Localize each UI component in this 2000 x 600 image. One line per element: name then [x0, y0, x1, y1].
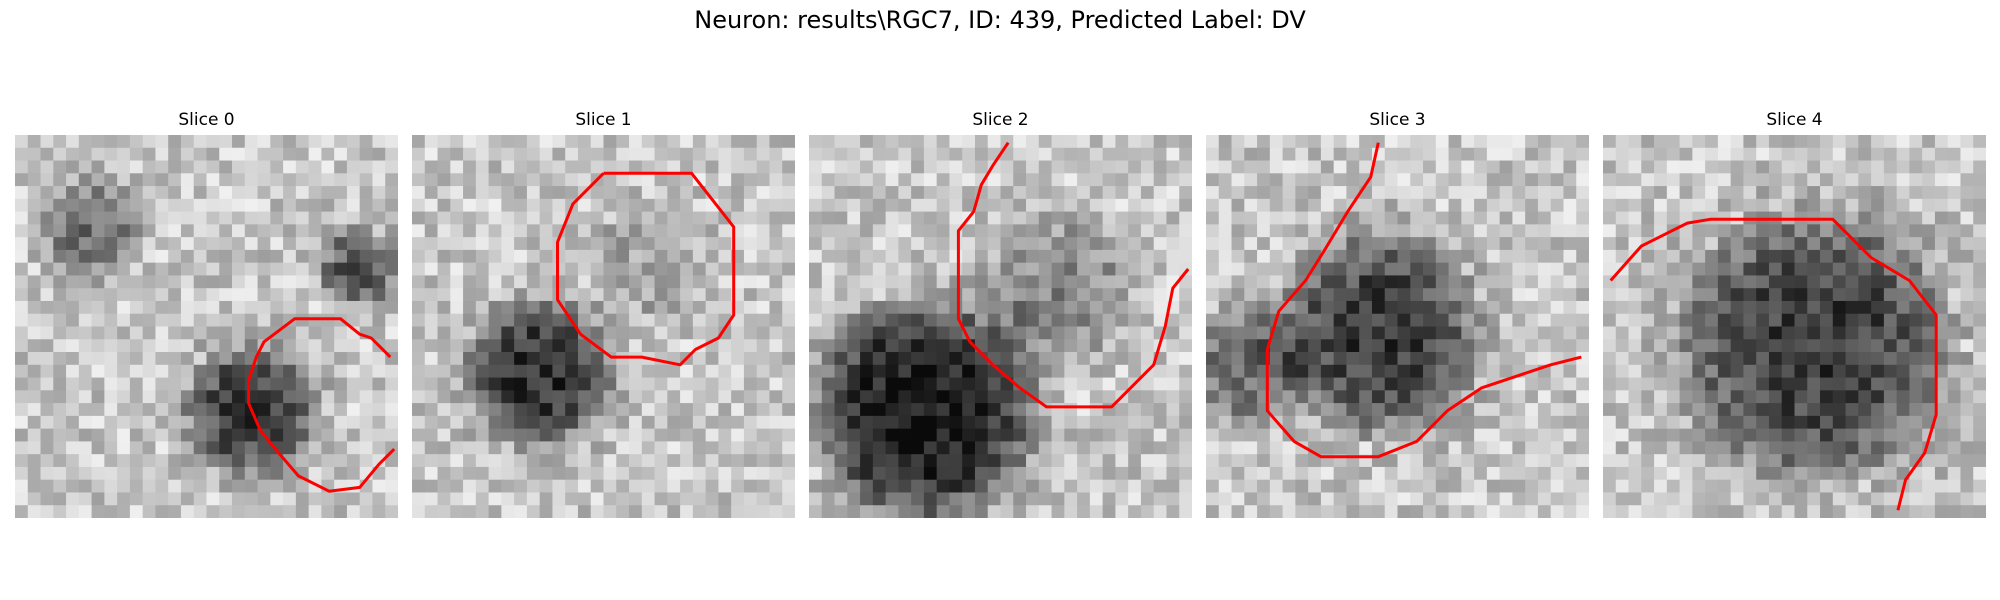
figure-title: Neuron: results\RGC7, ID: 439, Predicted…	[694, 6, 1306, 34]
slice-title-3: Slice 3	[1369, 110, 1426, 130]
slice-panel-0: Slice 0	[15, 110, 398, 518]
slice-image-4	[1603, 135, 1986, 518]
segmentation-contour-1	[556, 171, 736, 367]
slice-panel-4: Slice 4	[1603, 110, 1986, 518]
slice-image-2	[809, 135, 1192, 518]
segmentation-contour-3	[1265, 142, 1582, 459]
slice-title-0: Slice 0	[178, 110, 235, 130]
segmentation-contour-4	[1609, 217, 1938, 511]
segmentation-contour-0	[247, 317, 396, 493]
slice-title-1: Slice 1	[575, 110, 632, 130]
slice-panel-3: Slice 3	[1206, 110, 1589, 518]
slice-title-4: Slice 4	[1766, 110, 1823, 130]
slice-panel-2: Slice 2	[809, 110, 1192, 518]
slice-title-2: Slice 2	[972, 110, 1029, 130]
segmentation-contour-2	[956, 141, 1190, 409]
slice-image-0	[15, 135, 398, 518]
slice-image-1	[412, 135, 795, 518]
slice-panel-1: Slice 1	[412, 110, 795, 518]
slice-image-3	[1206, 135, 1589, 518]
